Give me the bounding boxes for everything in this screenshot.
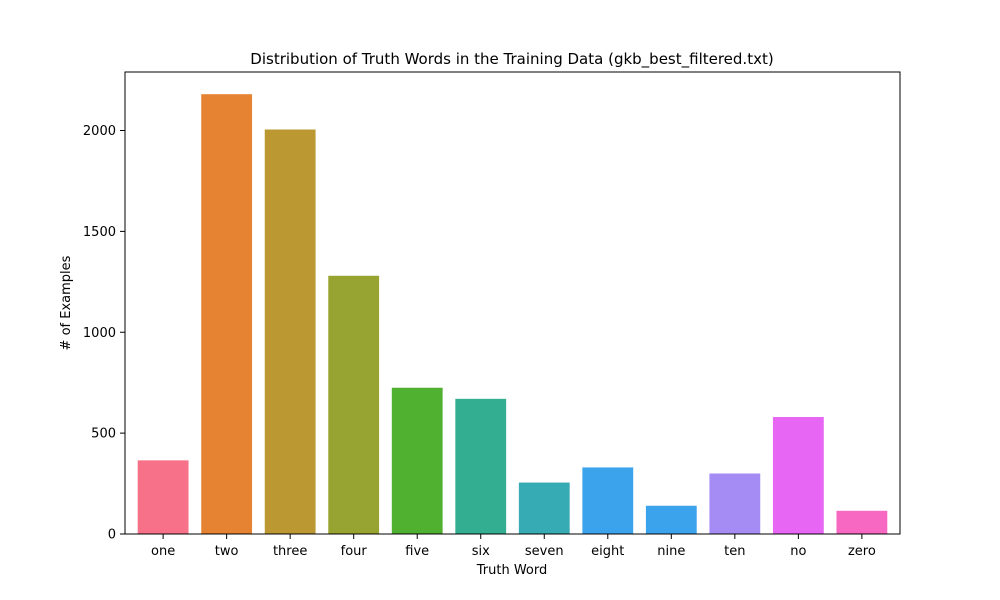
bar-no xyxy=(772,416,824,534)
x-tick-label: two xyxy=(215,544,239,559)
x-tick-label: four xyxy=(341,544,368,559)
bar-five xyxy=(391,387,443,534)
bar-seven xyxy=(518,482,570,534)
x-tick-label: seven xyxy=(525,544,564,559)
y-tick-label: 1000 xyxy=(83,326,116,341)
x-tick-label: no xyxy=(790,544,806,559)
y-tick-label: 2000 xyxy=(83,124,116,139)
y-axis-ticks: 0 500 1000 1500 2000 xyxy=(83,124,125,543)
x-axis-ticks: one two three four five six seven eight nine ten n… xyxy=(151,534,876,559)
x-tick-label: ten xyxy=(724,544,745,559)
x-tick-label: one xyxy=(151,544,175,559)
bar-two xyxy=(201,94,253,534)
y-tick-label: 1500 xyxy=(83,225,116,240)
bar-four xyxy=(328,275,380,534)
plot-frame xyxy=(124,71,901,535)
bar-eight xyxy=(582,467,634,534)
bar-zero xyxy=(836,510,888,534)
bars-group xyxy=(137,94,888,535)
bar-three xyxy=(264,129,316,535)
bar-nine xyxy=(645,505,697,534)
x-tick-label: zero xyxy=(848,544,876,559)
chart-title: Distribution of Truth Words in the Train… xyxy=(250,50,773,69)
bar-ten xyxy=(709,473,761,534)
x-tick-label: three xyxy=(273,544,307,559)
x-tick-label: eight xyxy=(591,544,624,559)
x-tick-label: five xyxy=(405,544,429,559)
y-tick-label: 0 xyxy=(108,528,116,543)
y-axis-label: # of Examples xyxy=(59,255,74,350)
x-axis-label: Truth Word xyxy=(476,563,548,578)
x-tick-label: nine xyxy=(657,544,685,559)
x-tick-label: six xyxy=(472,544,490,559)
bar-six xyxy=(455,398,507,534)
bar-one xyxy=(137,460,189,534)
y-tick-label: 500 xyxy=(91,427,116,442)
